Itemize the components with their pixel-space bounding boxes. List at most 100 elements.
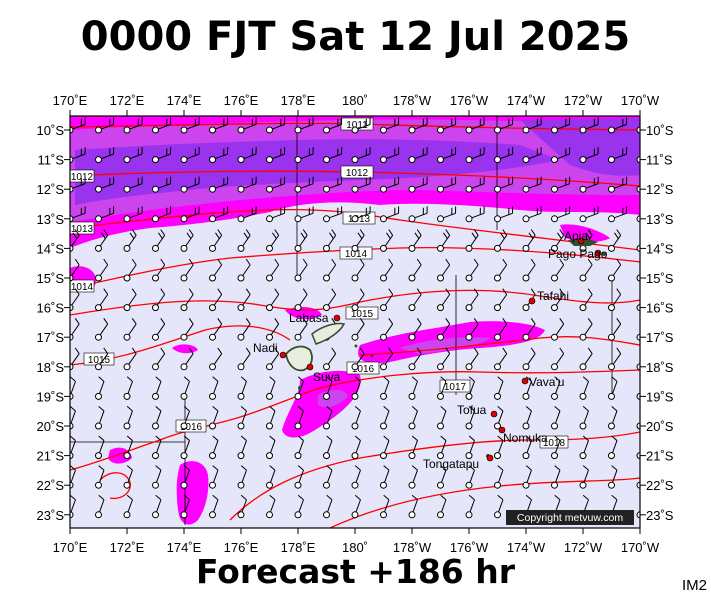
wind-barb xyxy=(465,465,475,489)
wind-barb xyxy=(123,494,133,519)
wind-barb xyxy=(152,406,162,430)
isobar-label: 1015 xyxy=(88,355,111,366)
lon-label-bottom: 172˚W xyxy=(564,540,603,555)
wind-barb xyxy=(380,318,394,341)
wind-barb xyxy=(152,117,172,134)
lat-label-right: 12˚S xyxy=(646,182,674,197)
copyright-badge xyxy=(506,510,634,525)
wind-barb xyxy=(437,347,451,371)
wind-barb xyxy=(237,494,247,519)
isobar-label: 1015 xyxy=(351,309,374,320)
lon-label-top: 176˚E xyxy=(224,93,259,108)
wind-barb xyxy=(266,117,286,134)
wind-barb xyxy=(209,465,219,489)
wind-barb xyxy=(551,288,565,312)
wind-barb xyxy=(551,258,565,282)
lon-label-bottom: 174˚W xyxy=(507,540,546,555)
wind-barb xyxy=(551,176,571,193)
lat-label-left: 10˚S xyxy=(37,123,65,138)
wind-barb xyxy=(323,176,343,193)
wind-barb xyxy=(522,117,542,134)
lon-label-bottom: 178˚E xyxy=(281,540,316,555)
wind-barb xyxy=(522,376,532,400)
wind-barb xyxy=(152,435,162,460)
lat-label-left: 23˚S xyxy=(37,508,65,523)
lon-label-top: 174˚W xyxy=(507,93,546,108)
wind-barb xyxy=(380,465,390,489)
wind-barb xyxy=(294,288,308,312)
wind-barb xyxy=(95,176,115,193)
wind-barb xyxy=(351,347,365,371)
isobar-labels: 1011 1012 1012 1013 1013 1014 1014 1015 … xyxy=(69,117,569,449)
wind-barb xyxy=(437,117,457,134)
wind-barb xyxy=(180,117,200,134)
wind-barb xyxy=(551,318,565,341)
wind-barb xyxy=(266,318,280,341)
wind-barb xyxy=(408,347,422,371)
wind-barb xyxy=(266,206,286,223)
lat-label-right: 21˚S xyxy=(646,449,674,464)
wind-barb xyxy=(408,465,418,489)
wind-barb xyxy=(323,347,337,371)
isobar-label: 1014 xyxy=(345,249,368,260)
wind-barb xyxy=(494,347,508,371)
wind-barb xyxy=(608,465,618,489)
wind-barb xyxy=(579,176,599,193)
wind-barb xyxy=(95,465,105,489)
wind-barb xyxy=(180,376,190,400)
pago-pago-marker xyxy=(594,249,602,257)
wind-barb xyxy=(465,229,479,252)
wind-barb xyxy=(237,288,251,312)
wind-barb xyxy=(351,206,371,223)
wind-barb xyxy=(608,347,622,371)
wind-barb xyxy=(266,406,276,430)
wind-barb xyxy=(294,318,308,341)
lat-label-left: 20˚S xyxy=(37,419,65,434)
nomuka-marker xyxy=(498,426,506,434)
forecast-hour-label: Forecast +186 hr xyxy=(195,552,516,591)
lat-label-right: 22˚S xyxy=(646,478,674,493)
wind-barb xyxy=(608,318,622,341)
wind-barb xyxy=(152,288,166,312)
wind-barb xyxy=(70,376,76,400)
wind-barb xyxy=(294,147,314,164)
lat-label-left: 12˚S xyxy=(37,182,65,197)
fiji-viti-levu xyxy=(285,345,313,372)
wind-barb xyxy=(408,258,422,282)
wind-barb xyxy=(465,494,475,519)
wind-barb xyxy=(123,406,133,430)
wind-barb xyxy=(266,288,280,312)
wind-barb xyxy=(123,376,133,400)
wind-barb xyxy=(237,465,247,489)
wind-barb xyxy=(608,206,628,223)
wind-barb xyxy=(209,258,223,282)
wind-barb xyxy=(494,376,504,400)
wind-barb xyxy=(180,406,190,430)
wind-barb xyxy=(494,147,514,164)
wind-barb xyxy=(351,258,365,282)
wind-barb xyxy=(209,347,223,371)
wind-barb xyxy=(209,288,223,312)
lat-label-right: 17˚S xyxy=(646,330,674,345)
wind-barb xyxy=(579,147,599,164)
wind-barb xyxy=(266,176,286,193)
wind-barb xyxy=(237,318,251,341)
lat-label-left: 18˚S xyxy=(37,360,65,375)
lat-label-left: 11˚S xyxy=(38,153,65,168)
wind-barb xyxy=(579,288,593,312)
wind-barb xyxy=(123,176,143,193)
wind-barb xyxy=(494,288,508,312)
wind-barb xyxy=(70,435,76,460)
wind-barb xyxy=(266,229,280,252)
wind-barb xyxy=(408,229,422,252)
wind-barb xyxy=(551,117,571,134)
wind-barb xyxy=(636,406,640,430)
place-label-pago-pago: Pago Pago xyxy=(548,247,608,261)
wind-barb xyxy=(380,406,390,430)
wind-barb xyxy=(408,406,418,430)
lat-label-left: 15˚S xyxy=(37,271,65,286)
wind-barb xyxy=(237,147,257,164)
lat-label-left: 13˚S xyxy=(37,212,65,227)
wind-barb xyxy=(123,435,133,460)
wind-barb xyxy=(70,258,80,282)
